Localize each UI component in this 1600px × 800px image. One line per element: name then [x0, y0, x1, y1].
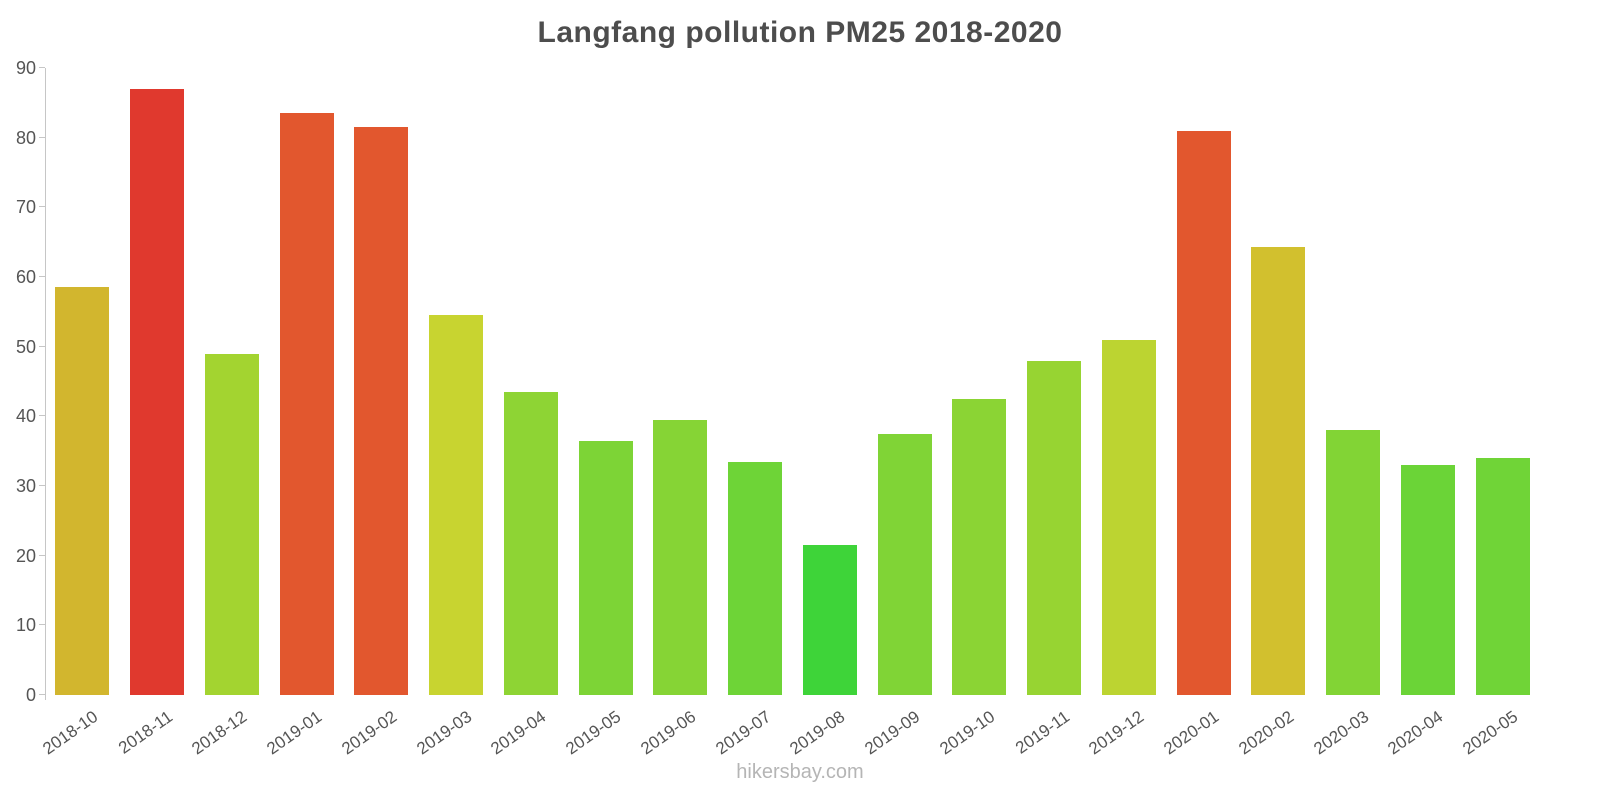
y-tick-label: 20 — [15, 545, 36, 566]
x-tick-label: 2018-10 — [39, 707, 102, 759]
x-tick-label: 2020-04 — [1384, 707, 1447, 759]
bar-2019-01 — [279, 113, 334, 695]
bar-2019-11 — [1027, 360, 1082, 695]
bar-2019-03 — [429, 315, 484, 695]
x-axis-labels: 2018-10 2018-11 2018-12 2019-01 2019-02 2019-… — [39, 695, 1540, 800]
x-tick-label: 2020-05 — [1459, 707, 1522, 759]
y-tick-label: 30 — [15, 476, 36, 496]
bar-2020-03 — [1326, 430, 1381, 695]
x-tick-label: 2020-03 — [1310, 707, 1373, 759]
bar-2019-12 — [1101, 339, 1156, 695]
y-tick-label: 70 — [15, 197, 36, 218]
y-tick-label: 40 — [15, 406, 36, 427]
chart-title: Langfang pollution PM25 2018-2020 — [537, 16, 1063, 49]
bar-2019-07 — [728, 461, 783, 695]
x-tick-label: 2018-12 — [188, 707, 251, 759]
x-tick-label: 2019-04 — [487, 707, 550, 759]
x-tick-label: 2019-08 — [786, 707, 849, 759]
bar-2019-10 — [952, 398, 1007, 695]
bar-2018-11 — [130, 88, 185, 695]
y-tick-label: 10 — [15, 615, 36, 636]
y-tick-mark — [39, 206, 45, 208]
x-tick-label: 2020-02 — [1235, 707, 1298, 759]
bar-2018-12 — [204, 353, 259, 695]
y-tick-mark — [39, 276, 45, 277]
x-tick-label: 2019-09 — [861, 707, 924, 759]
bar-2018-10 — [55, 287, 110, 695]
bar-2019-09 — [877, 433, 932, 695]
y-tick-mark — [39, 415, 45, 417]
bar-2020-01 — [1176, 130, 1231, 695]
bar-2020-05 — [1475, 458, 1530, 695]
x-tick-label: 2018-11 — [115, 707, 177, 758]
x-tick-label: 2020-01 — [1160, 707, 1223, 759]
y-tick-mark — [39, 136, 45, 138]
x-tick-label: 2019-03 — [413, 707, 476, 759]
y-tick-mark — [39, 67, 45, 68]
y-tick-label: 0 — [25, 685, 36, 705]
y-tick-mark — [39, 624, 45, 626]
y-tick-label: 50 — [15, 336, 36, 357]
bar-2020-02 — [1251, 247, 1306, 695]
bar-2019-02 — [354, 127, 409, 695]
x-tick-label: 2019-01 — [263, 707, 326, 759]
bar-2019-08 — [802, 545, 857, 695]
y-tick-label: 90 — [15, 58, 36, 78]
y-tick-mark — [39, 554, 45, 556]
x-tick-label: 2019-07 — [712, 707, 775, 759]
bar-2020-04 — [1400, 465, 1455, 695]
x-tick-label: 2019-02 — [338, 707, 401, 759]
x-tick-label: 2019-05 — [562, 707, 625, 759]
x-tick-label: 2019-12 — [1085, 707, 1148, 759]
y-tick-label: 60 — [15, 267, 36, 287]
plot-area — [45, 68, 1540, 695]
y-tick-label: 80 — [15, 127, 36, 148]
x-tick-label: 2019-06 — [637, 707, 700, 759]
x-tick-label: 2019-10 — [936, 707, 999, 759]
y-tick-mark — [39, 694, 45, 695]
y-tick-mark — [39, 485, 45, 486]
y-tick-mark — [39, 345, 45, 347]
watermark-text: hikersbay.com — [736, 761, 864, 783]
bar-chart: 0 10 20 30 40 50 60 70 80 90 2018-10 2018-11 2018-1… — [16, 59, 1540, 758]
bar-2019-06 — [653, 419, 708, 695]
y-axis-line — [45, 68, 46, 700]
bar-2019-05 — [578, 440, 633, 695]
x-tick-label: 2019-11 — [1012, 707, 1074, 758]
bar-2019-04 — [503, 391, 558, 695]
